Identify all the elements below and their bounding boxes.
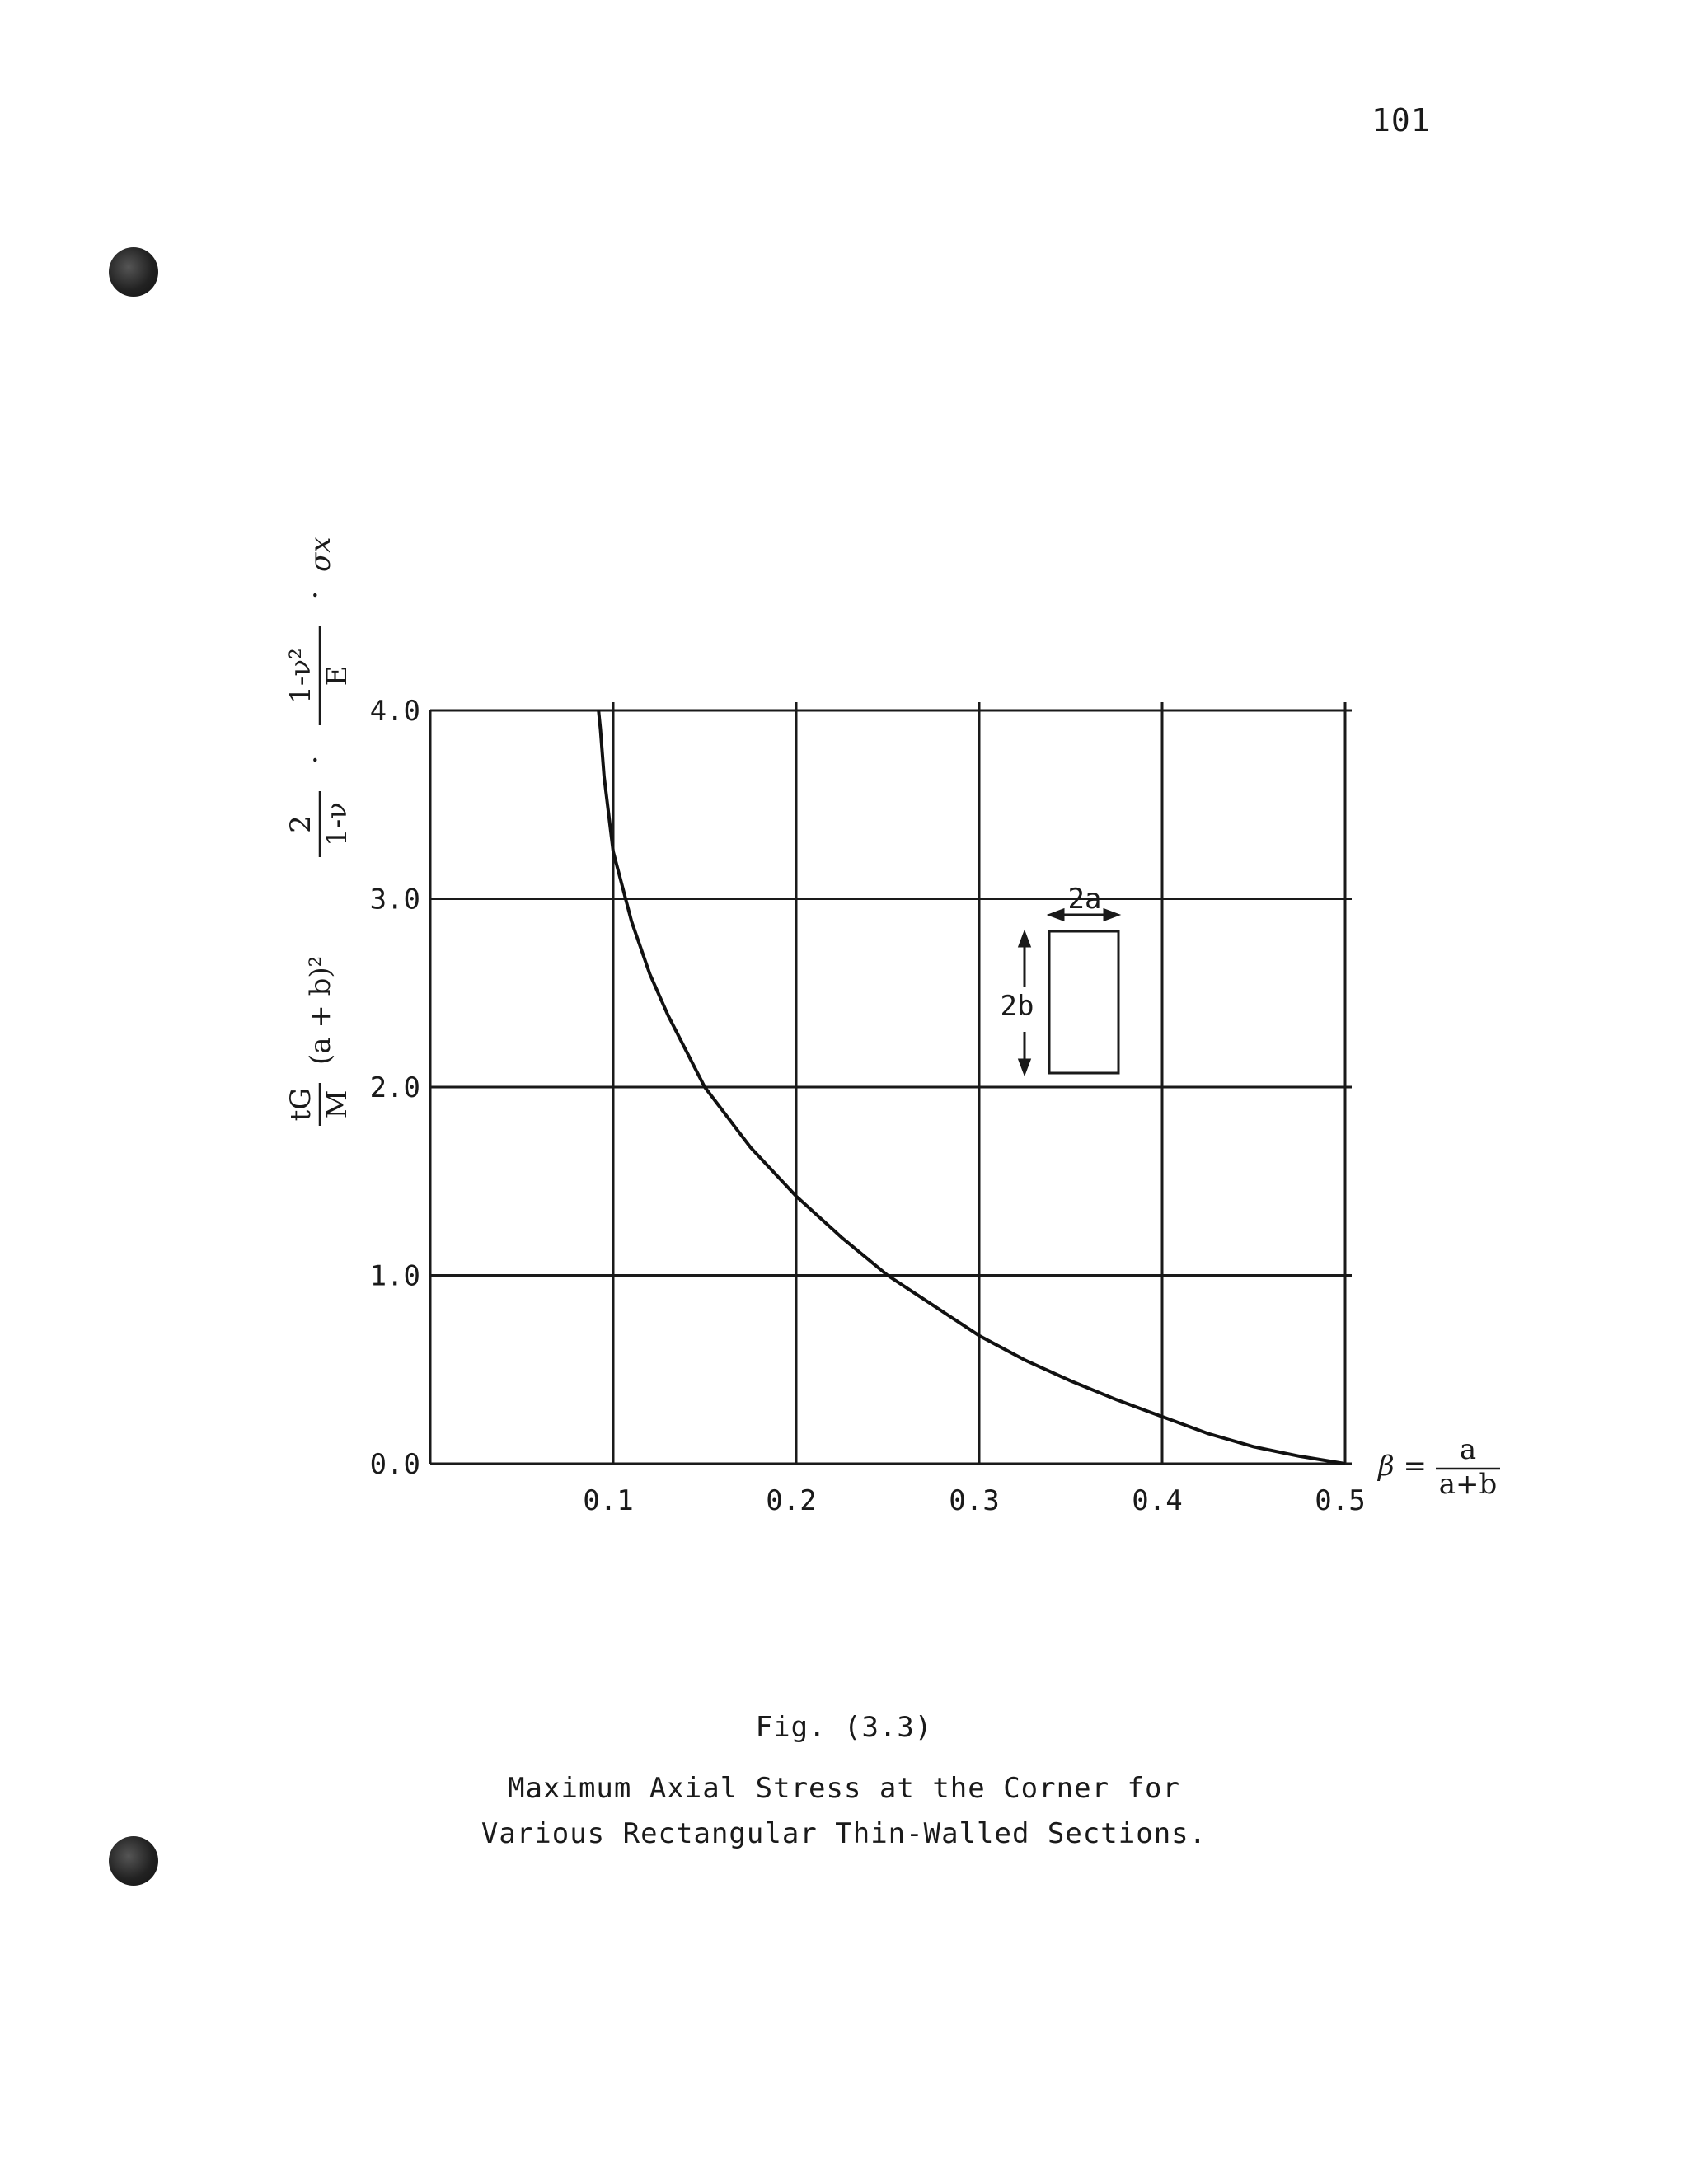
y-label-f2-den: 1-ν [321,802,354,846]
y-label-f2-num: 2 [284,815,317,833]
x-axis-label-beta: β = [1376,1450,1427,1483]
y-tick-label: 2.0 [370,1071,420,1104]
series-line-stress-curve [597,710,1346,1465]
x-axis-label-num: a [1460,1433,1476,1466]
y-tick-label: 1.0 [370,1260,420,1293]
y-tick-labels: 0.0 1.0 2.0 3.0 4.0 [370,695,420,1481]
x-tick-label: 0.2 [766,1484,816,1517]
y-tick-label: 4.0 [370,695,420,728]
y-label-sigma: σx [304,537,337,572]
y-tick-label: 0.0 [370,1448,420,1481]
inset-height-arrowhead-top [1017,929,1032,948]
punch-hole-bottom [109,1836,158,1886]
y-label-f3-den: E [321,666,354,687]
inset-width-label: 2a [1068,883,1102,916]
figure-label: Fig. (3.3) [755,1711,933,1744]
inset-section-diagram [1017,907,1122,1077]
inset-rectangle [1048,930,1120,1075]
y-label-term: (a + b)² [304,956,337,1065]
x-tick-label: 0.5 [1315,1484,1365,1517]
inset-width-arrowhead-right [1103,907,1122,922]
inset-height-arrowhead-bottom [1017,1058,1032,1077]
y-tick-label: 3.0 [370,883,420,916]
inset-width-arrowhead-left [1046,907,1065,922]
x-tick-label: 0.1 [583,1484,633,1517]
x-axis-label-den: a+b [1439,1468,1498,1501]
y-label-f1-den: M [321,1090,354,1119]
punch-hole-top [109,247,158,297]
x-tick-label: 0.3 [949,1484,999,1517]
caption-line-1: Maximum Axial Stress at the Corner for [508,1772,1180,1805]
y-label-dot-1: · [299,756,332,765]
chart-grid [429,702,1352,1465]
y-axis-label: tG M (a + b)² 2 1-ν · 1-ν² E · σx [284,537,354,1126]
x-axis-label: β = a a+b [1376,1433,1500,1501]
y-label-dot-2: · [299,591,332,600]
x-tick-labels: 0.1 0.2 0.3 0.4 0.5 [583,1484,1365,1517]
x-tick-label: 0.4 [1132,1484,1182,1517]
inset-height-label: 2b [1001,990,1034,1023]
y-label-f1-num: tG [284,1088,317,1122]
y-label-f3-num: 1-ν² [284,648,317,703]
caption-line-2: Various Rectangular Thin-Walled Sections… [481,1817,1207,1850]
page-number: 101 [1372,102,1431,138]
